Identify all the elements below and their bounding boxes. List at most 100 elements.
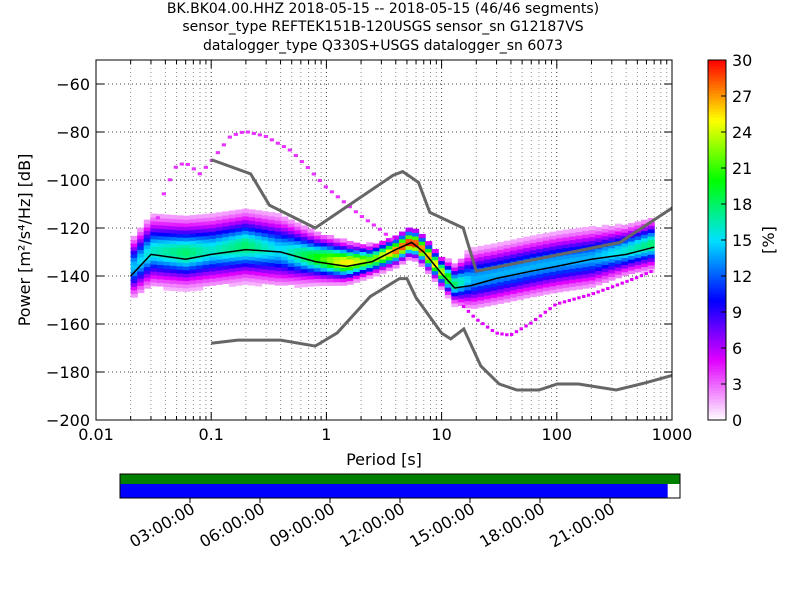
density-cell <box>542 261 551 266</box>
density-cell <box>523 247 531 252</box>
density-cell <box>163 272 171 277</box>
density-cell <box>608 226 616 231</box>
density-cell <box>255 260 263 265</box>
colorbar-segment <box>708 324 726 328</box>
density-cell <box>163 239 171 244</box>
density-cell <box>202 239 210 244</box>
density-cell <box>255 242 263 247</box>
density-cell <box>156 217 164 222</box>
colorbar-segment <box>708 177 726 181</box>
density-cell <box>647 257 655 262</box>
density-cell <box>215 233 223 239</box>
density-cell <box>268 212 276 217</box>
density-cell <box>412 228 420 233</box>
density-cell <box>268 251 276 256</box>
density-cell <box>235 256 243 261</box>
density-cell <box>641 237 649 242</box>
density-cell <box>300 257 308 263</box>
density-cell <box>130 246 138 251</box>
density-cell <box>627 255 636 260</box>
density-cell <box>497 252 505 258</box>
density-cell <box>176 272 184 278</box>
density-cell <box>261 275 269 281</box>
density-cell <box>300 268 308 273</box>
density-cell <box>202 282 210 287</box>
density-cell <box>255 221 263 226</box>
density-cell <box>405 231 413 236</box>
density-cell <box>320 242 328 247</box>
density-cell <box>235 238 243 243</box>
density-cell <box>503 269 511 274</box>
density-cell <box>150 227 158 233</box>
density-cell <box>647 225 655 230</box>
density-cell <box>379 258 387 264</box>
density-cell <box>307 282 315 287</box>
density-cell <box>359 251 367 256</box>
colorbar-segment <box>708 216 726 220</box>
density-cell <box>464 286 472 291</box>
outlier-cell <box>233 132 238 136</box>
outlier-cell <box>509 333 514 337</box>
density-cell <box>562 229 570 234</box>
density-cell <box>627 259 636 264</box>
density-cell <box>287 237 295 242</box>
density-cell <box>601 257 609 262</box>
density-cell <box>464 296 472 302</box>
density-cell <box>575 227 583 233</box>
density-cell <box>516 245 524 250</box>
density-cell <box>215 219 223 224</box>
density-cell <box>503 283 511 289</box>
density-cell <box>425 266 433 271</box>
density-cell <box>431 277 439 282</box>
density-cell <box>372 261 380 266</box>
outlier-cell <box>239 130 244 134</box>
density-cell <box>176 244 184 249</box>
density-cell <box>359 273 367 278</box>
density-cell <box>549 238 557 244</box>
colorbar-segment <box>708 171 726 175</box>
outlier-cell <box>329 190 334 194</box>
density-cell <box>261 232 269 237</box>
density-cell <box>549 235 557 240</box>
density-cell <box>536 273 544 278</box>
density-cell <box>215 241 223 246</box>
density-cell <box>510 293 518 298</box>
density-cell <box>169 232 178 238</box>
density-cell <box>130 264 138 269</box>
colorbar-segment <box>708 390 726 394</box>
density-cell <box>137 249 145 254</box>
density-cell <box>163 225 171 230</box>
density-cell <box>595 241 603 246</box>
density-cell <box>366 271 374 276</box>
colorbar-segment <box>708 87 726 91</box>
density-cell <box>353 264 361 269</box>
density-cell <box>510 242 518 248</box>
density-cell <box>183 287 191 292</box>
density-cell <box>516 274 524 279</box>
density-cell <box>235 234 243 239</box>
density-cell <box>536 277 544 282</box>
outlier-cell <box>514 330 519 334</box>
density-cell <box>359 247 367 253</box>
density-cell <box>523 294 531 299</box>
density-cell <box>248 234 256 239</box>
density-cell <box>163 246 171 252</box>
density-cell <box>366 256 374 261</box>
colorbar-segment <box>708 123 726 127</box>
colorbar-segment <box>708 408 726 412</box>
density-cell <box>340 238 348 243</box>
outlier-cell <box>167 178 172 182</box>
density-cell <box>542 247 551 252</box>
density-cell <box>222 243 230 248</box>
density-cell <box>647 228 655 234</box>
colorbar-segment <box>708 60 726 64</box>
density-cell <box>241 208 250 213</box>
density-cell <box>588 233 596 238</box>
density-cell <box>451 263 459 268</box>
density-cell <box>516 248 524 254</box>
colorbar-segment <box>708 246 726 250</box>
density-cell <box>228 253 236 258</box>
density-cell <box>457 298 465 303</box>
density-cell <box>405 252 413 257</box>
density-cell <box>634 257 642 262</box>
